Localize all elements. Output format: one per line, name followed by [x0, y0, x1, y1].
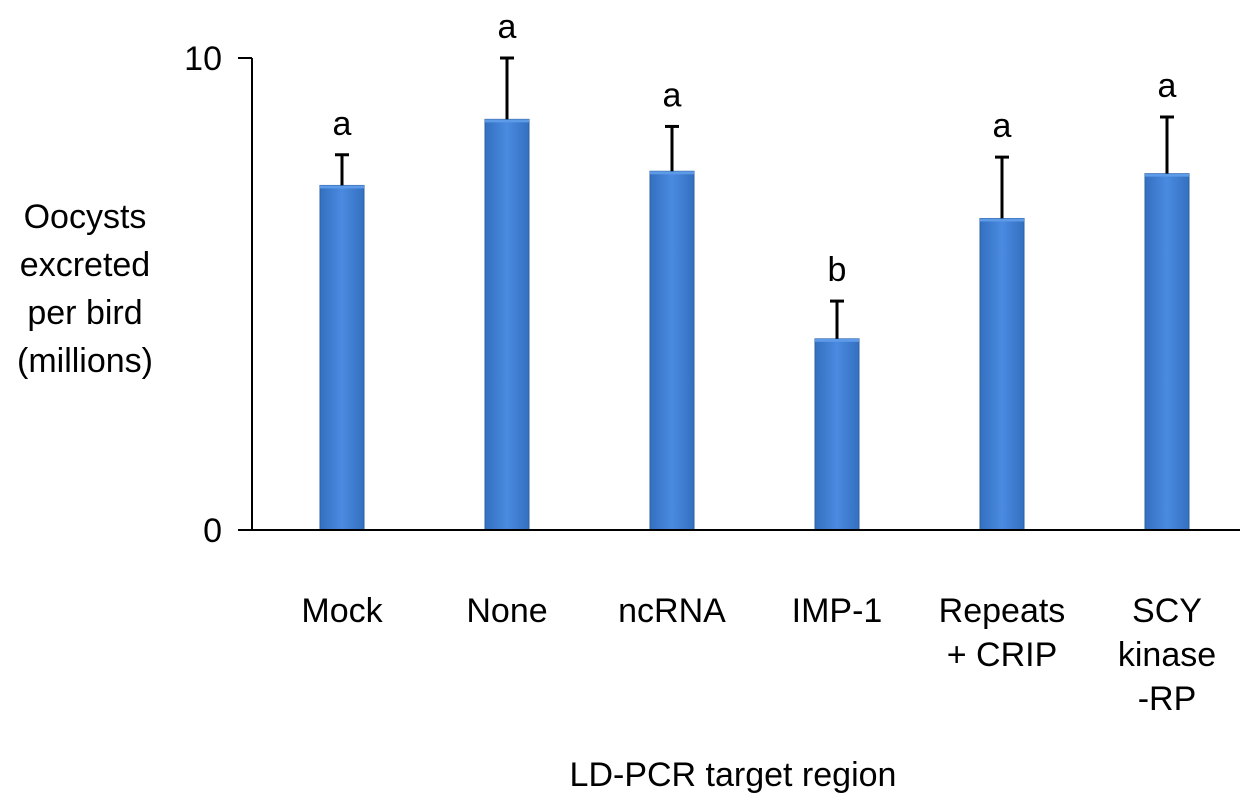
significance-label-1: a — [498, 8, 517, 46]
bar-1 — [484, 118, 530, 531]
y-axis-label-line-3: (millions) — [17, 342, 153, 380]
category-label-1: None — [466, 592, 547, 630]
x-axis-title: LD-PCR target region — [570, 756, 897, 794]
bar-4 — [979, 217, 1025, 531]
bar-highlight-1 — [485, 119, 529, 123]
bar-5 — [1144, 173, 1190, 531]
category-label-5: SCY kinase -RP — [1118, 592, 1216, 718]
significance-label-5: a — [1158, 67, 1177, 105]
error-bar-3 — [830, 299, 844, 339]
bar-highlight-0 — [320, 185, 364, 189]
bars-layer — [319, 118, 1190, 531]
bar-highlight-5 — [1145, 173, 1189, 177]
bar-2 — [649, 170, 695, 531]
axes-layer: 0 10 — [184, 40, 1240, 550]
bar-highlight-2 — [650, 171, 694, 175]
category-label-4: Repeats + CRIP — [939, 592, 1066, 674]
bar-0 — [319, 184, 365, 531]
significance-label-4: a — [993, 107, 1012, 145]
error-bar-2 — [665, 124, 679, 172]
category-label-2: ncRNA — [618, 592, 726, 630]
category-label-3: IMP-1 — [792, 592, 883, 630]
significance-label-0: a — [333, 105, 352, 143]
y-axis-label-line-0: Oocysts — [23, 198, 147, 236]
y-axis-label-line-1: excreted — [19, 246, 151, 284]
error-bar-1 — [500, 56, 514, 120]
y-tick-label-1: 10 — [184, 40, 222, 78]
significance-label-3: b — [828, 251, 847, 289]
y-tick-label-0: 0 — [203, 512, 222, 550]
bar-highlight-4 — [980, 218, 1024, 222]
error-bar-4 — [995, 155, 1009, 219]
y-axis-label-line-2: per bird — [27, 294, 143, 332]
category-label-0: Mock — [301, 592, 383, 630]
bar-highlight-3 — [815, 338, 859, 342]
error-bar-0 — [335, 153, 349, 186]
significance-label-2: a — [663, 76, 682, 114]
error-bar-5 — [1160, 115, 1174, 174]
bar-3 — [814, 338, 860, 531]
error-bars-layer — [335, 56, 1174, 339]
labels-layer: a Mock a None a ncRNA b IMP-1 a Repeats + CRIP a SCY… — [301, 8, 1216, 794]
